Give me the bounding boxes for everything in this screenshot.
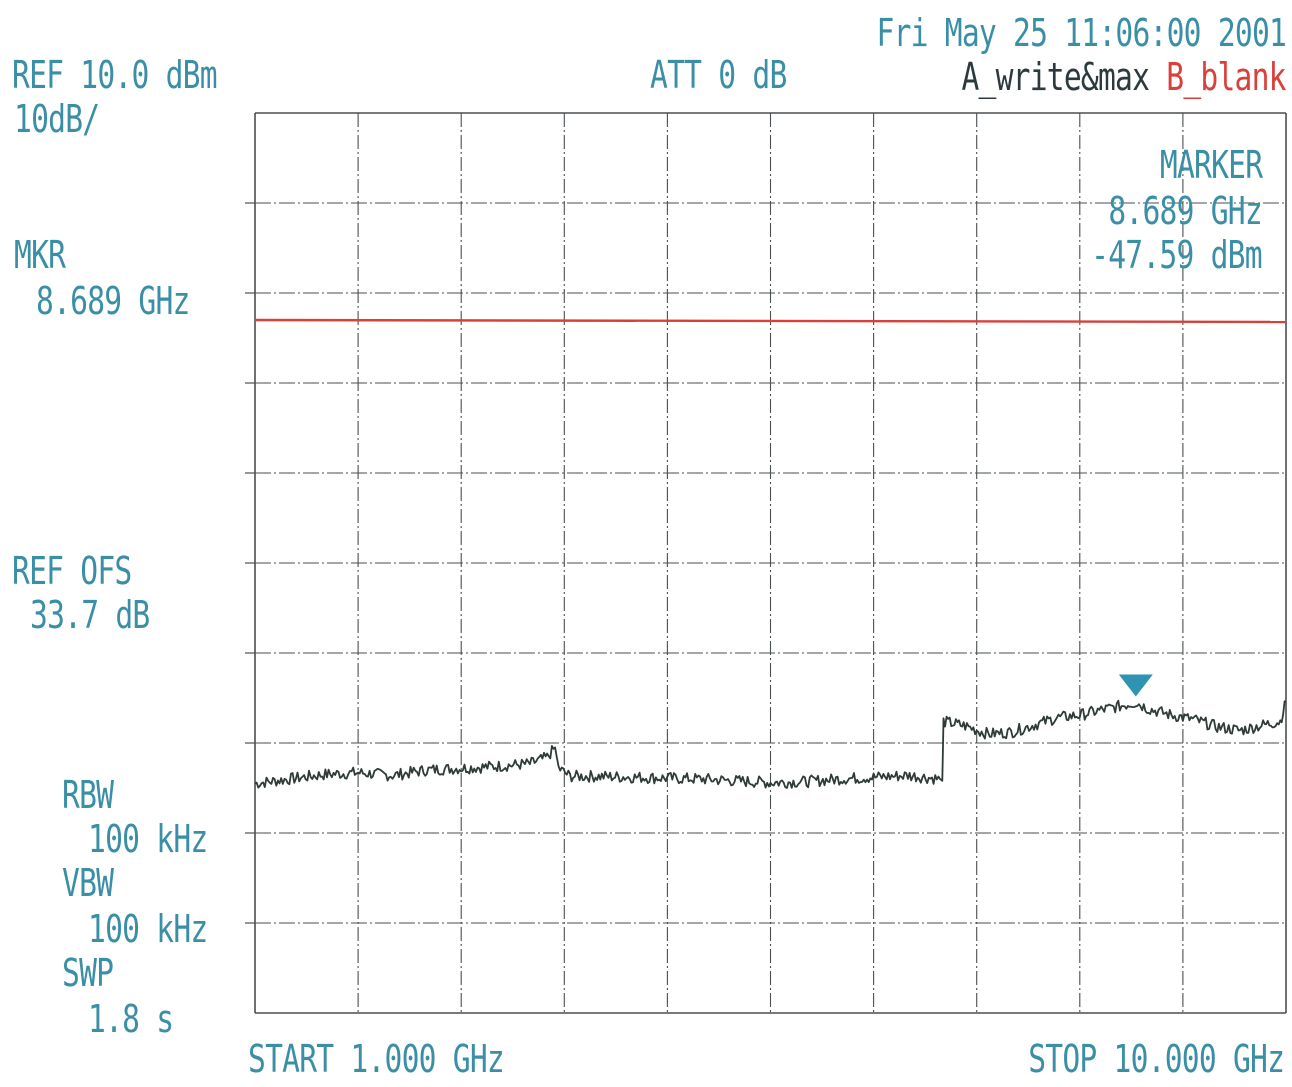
mkr-value: 8.689 GHz [36, 279, 190, 323]
grid [245, 112, 1287, 1014]
ref-ofs-value: 33.7 dB [30, 593, 150, 637]
swp-value: 1.8 s [88, 997, 174, 1041]
marker-title: MARKER [1159, 143, 1263, 187]
marker-frequency: 8.689 GHz [1108, 189, 1262, 233]
stop-frequency: STOP 10.000 GHz [1028, 1037, 1285, 1081]
rbw-label: RBW [62, 773, 114, 817]
attenuation-label: ATT 0 dB [650, 53, 787, 97]
trace-b-label: B_blank [1166, 55, 1287, 99]
ref-level-label: REF 10.0 dBm [12, 53, 218, 97]
scale-label: 10dB/ [14, 97, 100, 141]
mkr-label: MKR [14, 233, 66, 277]
timestamp: Fri May 25 11:06:00 2001 [876, 11, 1286, 55]
spectrum-trace [254, 699, 1287, 789]
ref-ofs-label: REF OFS [12, 549, 132, 593]
vbw-value: 100 kHz [88, 907, 208, 951]
trace-a-label: A_write&max [961, 55, 1151, 99]
start-frequency: START 1.000 GHz [248, 1037, 505, 1081]
rbw-value: 100 kHz [88, 817, 208, 861]
marker-level: -47.59 dBm [1091, 233, 1262, 277]
swp-label: SWP [62, 951, 114, 995]
vbw-label: VBW [62, 861, 114, 905]
marker-triangle-icon [1118, 674, 1153, 697]
reference-line [254, 318, 1287, 324]
trace-status: A_write&max B_blank [961, 55, 1287, 99]
